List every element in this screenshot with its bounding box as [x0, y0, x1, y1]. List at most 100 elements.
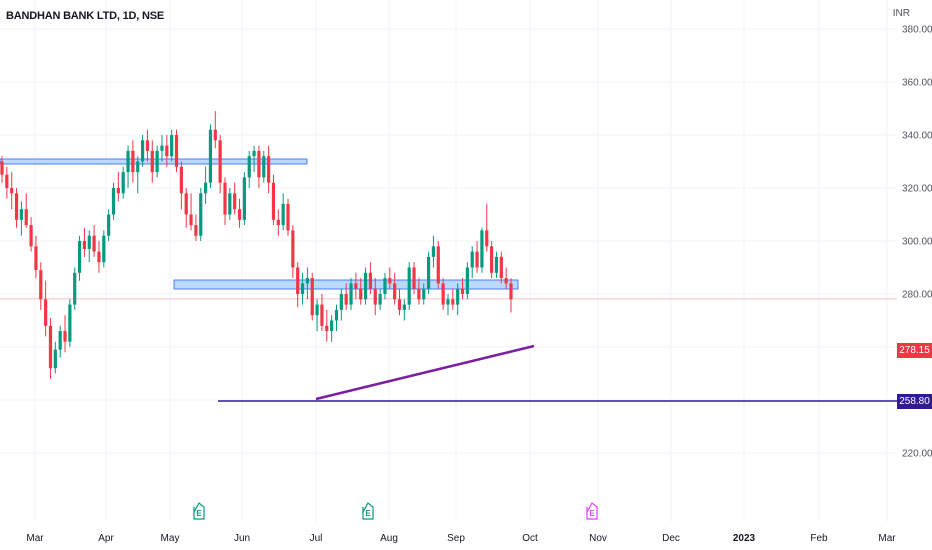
candle-body: [0, 161, 4, 175]
candle-body: [368, 272, 373, 289]
candle-body: [460, 288, 465, 294]
drawing-layer: [218, 344, 897, 402]
candle-body: [509, 283, 513, 300]
candle-body: [281, 203, 285, 226]
price-tick-label: 320.00: [902, 184, 932, 195]
candle-body: [92, 235, 96, 252]
candle-body: [174, 135, 179, 167]
earnings-marker-label: E: [196, 509, 202, 518]
candles: [0, 111, 513, 379]
time-tick-label: Dec: [662, 533, 680, 544]
candle-body: [363, 272, 368, 300]
candle-body: [77, 241, 82, 273]
time-tick-label: Jul: [310, 533, 323, 544]
candle-body: [300, 283, 305, 294]
candle-body: [14, 193, 19, 220]
candle-body: [480, 230, 484, 268]
candle-body: [68, 304, 72, 342]
candle-body: [82, 241, 87, 249]
candle-body: [257, 150, 261, 178]
candle-body: [417, 288, 421, 300]
candle-body: [422, 288, 426, 300]
candle-body: [87, 235, 91, 249]
candle-body: [126, 150, 130, 173]
candle-body: [262, 156, 266, 178]
price-tick-label: 220.00: [902, 449, 932, 460]
candle-body: [145, 140, 150, 151]
price-tick-label: 340.00: [902, 131, 932, 142]
price-tick-label: 300.00: [902, 237, 932, 248]
candle-body: [136, 161, 140, 173]
candle-body: [494, 256, 499, 273]
candle-body: [397, 299, 402, 310]
candle-body: [499, 256, 503, 279]
candle-body: [296, 267, 300, 294]
candle-body: [189, 214, 193, 226]
candle-body: [344, 294, 348, 305]
time-tick-label: 2023: [733, 533, 756, 544]
candle-body: [315, 304, 319, 316]
time-tick-label: Feb: [810, 533, 828, 544]
candle-body: [5, 174, 9, 188]
candle-body: [116, 188, 120, 194]
earnings-marker-label: E: [589, 509, 595, 518]
candle-body: [160, 145, 164, 151]
time-tick-label: Aug: [380, 533, 398, 544]
candle-body: [291, 230, 295, 268]
candle-body: [131, 150, 135, 173]
candle-body: [150, 150, 154, 173]
time-tick-label: Mar: [878, 533, 896, 544]
candle-body: [441, 283, 445, 305]
candle-body: [271, 182, 276, 220]
candle-body: [470, 251, 474, 268]
candle-body: [286, 203, 290, 231]
candle-body: [431, 246, 436, 257]
candle-body: [393, 283, 397, 300]
rising-trendline[interactable]: [315, 344, 535, 401]
candle-body: [218, 140, 222, 183]
candle-body: [223, 182, 227, 215]
candle-body: [456, 288, 460, 305]
candle-body: [73, 272, 77, 305]
candle-body: [436, 246, 440, 284]
price-tick-label: 360.00: [902, 78, 932, 89]
candle-body: [102, 235, 106, 263]
time-tick-label: Oct: [522, 533, 538, 544]
candle-body: [97, 251, 101, 263]
price-tick-label: 380.00: [902, 25, 932, 36]
earnings-flag-icon: [586, 502, 598, 520]
symbol-title[interactable]: BANDHAN BANK LTD, 1D, NSE: [6, 10, 164, 22]
price-tick-label: 280.00: [902, 290, 932, 301]
earnings-flag-icon: [362, 502, 374, 520]
candle-body: [446, 299, 450, 305]
candle-body: [194, 225, 198, 236]
candle-body: [485, 230, 489, 247]
time-tick-label: Mar: [26, 533, 44, 544]
time-tick-label: Nov: [589, 533, 607, 544]
candle-body: [107, 214, 111, 236]
chart-grid: [0, 0, 897, 522]
candle-body: [184, 193, 188, 215]
candle-body: [320, 304, 324, 326]
candle-body: [276, 219, 280, 226]
candle-body: [24, 209, 28, 226]
candle-body: [199, 193, 203, 236]
candle-body: [111, 188, 116, 215]
candle-body: [305, 278, 309, 284]
candle-body: [204, 182, 208, 194]
candle-body: [402, 304, 406, 310]
candle-body: [504, 278, 508, 284]
candle-body: [247, 156, 251, 178]
candle-body: [10, 188, 14, 194]
candle-body: [252, 150, 256, 157]
candle-body: [388, 278, 392, 284]
time-axis[interactable]: Mar Apr May Jun Jul Aug Sep Oct Nov Dec 2023 Feb Mar: [26, 533, 896, 544]
price-axis[interactable]: 220.00240.00260.00280.00300.00320.00340.…: [902, 0, 932, 460]
candle-body: [475, 251, 479, 268]
candle-body: [170, 135, 174, 157]
candle-body: [19, 209, 23, 220]
candle-body: [39, 270, 43, 300]
candle-body: [354, 283, 358, 289]
